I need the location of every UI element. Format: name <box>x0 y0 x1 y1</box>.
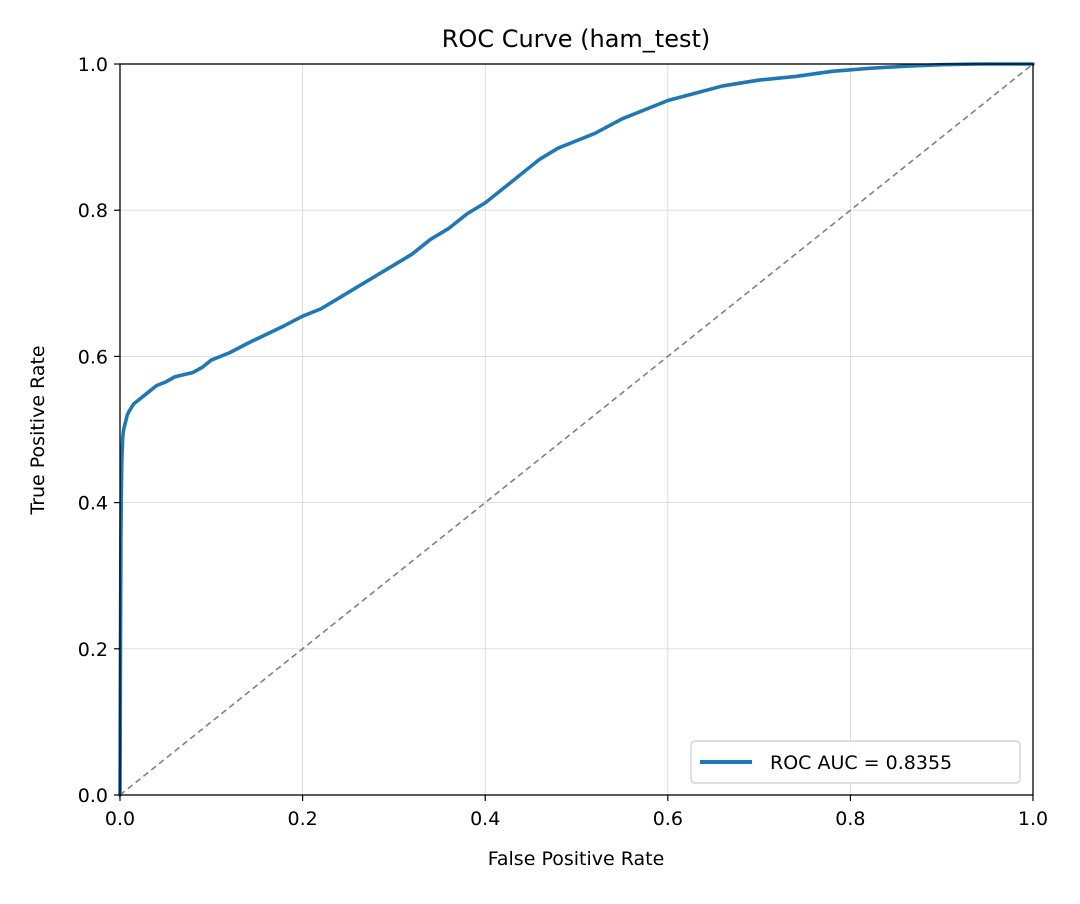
x-axis-label: False Positive Rate <box>488 848 665 870</box>
y-tick-label-1: 0.2 <box>78 639 108 661</box>
y-tick-label-4: 0.8 <box>78 200 108 222</box>
y-tick-label-0: 0.0 <box>78 785 108 807</box>
y-tick-label-3: 0.6 <box>78 346 108 368</box>
x-tick-label-5: 1.0 <box>1018 808 1048 830</box>
roc-curve-line <box>118 62 1035 797</box>
x-tick-label-1: 0.2 <box>287 808 317 830</box>
tick-layer: 0.0 0.2 0.4 0.6 0.8 1.0 0.0 0.2 0.4 0.6 0.8 1.0 <box>78 54 1048 830</box>
series-layer <box>118 62 1035 797</box>
x-tick-label-4: 0.8 <box>835 808 865 830</box>
x-tick-label-2: 0.4 <box>470 808 500 830</box>
chance-diagonal-line <box>119 63 1034 796</box>
legend-box <box>690 740 1021 784</box>
plot-frame <box>119 63 1034 796</box>
x-tick-label-3: 0.6 <box>653 808 683 830</box>
y-tick-label-2: 0.4 <box>78 493 108 515</box>
legend: ROC AUC = 0.8355 <box>690 740 1021 784</box>
y-tick-label-5: 1.0 <box>78 54 108 76</box>
x-tick-label-0: 0.0 <box>105 808 135 830</box>
legend-label: ROC AUC = 0.8355 <box>770 752 952 774</box>
y-axis-label: True Positive Rate <box>27 345 49 515</box>
chart-title: ROC Curve (ham_test) <box>442 25 711 53</box>
